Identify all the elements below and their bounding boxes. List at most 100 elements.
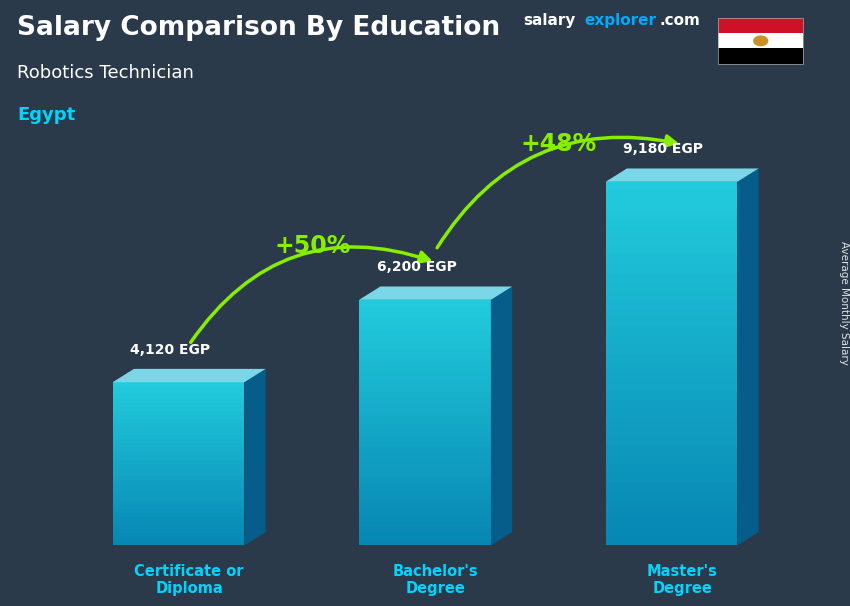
Bar [718, 33, 803, 48]
Bar [605, 245, 737, 255]
Bar [112, 508, 244, 513]
Bar [605, 264, 737, 273]
Text: Egypt: Egypt [17, 106, 76, 124]
Bar [112, 496, 244, 501]
Bar [605, 400, 737, 409]
Circle shape [753, 35, 768, 46]
Bar [605, 191, 737, 200]
Polygon shape [112, 369, 265, 382]
Bar [605, 345, 737, 355]
Bar [112, 427, 244, 431]
Polygon shape [737, 168, 759, 545]
Bar [112, 541, 244, 545]
Bar [359, 306, 490, 312]
Bar [112, 419, 244, 423]
Bar [605, 309, 737, 318]
Bar [359, 361, 490, 367]
Bar [605, 391, 737, 400]
Bar [112, 538, 244, 541]
Bar [112, 501, 244, 505]
Bar [605, 291, 737, 300]
Text: Certificate or
Diploma: Certificate or Diploma [134, 564, 244, 596]
Bar [359, 478, 490, 484]
Bar [359, 337, 490, 343]
Bar [112, 505, 244, 508]
Bar [359, 508, 490, 514]
Bar [605, 454, 737, 464]
Bar [112, 447, 244, 451]
Bar [359, 539, 490, 545]
Bar [112, 476, 244, 480]
Bar [359, 447, 490, 453]
Bar [112, 456, 244, 460]
Bar [605, 445, 737, 454]
Bar [112, 525, 244, 529]
Text: Robotics Technician: Robotics Technician [17, 64, 194, 82]
Bar [112, 395, 244, 399]
Bar [605, 473, 737, 482]
Bar [112, 407, 244, 411]
Bar [359, 533, 490, 539]
Bar [605, 518, 737, 527]
Text: Salary Comparison By Education: Salary Comparison By Education [17, 15, 500, 41]
Bar [605, 482, 737, 491]
Bar [605, 500, 737, 509]
Bar [359, 453, 490, 459]
Bar [359, 422, 490, 429]
Bar [605, 355, 737, 364]
Bar [605, 373, 737, 382]
Bar [359, 373, 490, 379]
Bar [359, 484, 490, 490]
Bar [359, 471, 490, 478]
Bar [112, 468, 244, 472]
Polygon shape [490, 287, 512, 545]
Bar [605, 200, 737, 209]
Bar [359, 502, 490, 508]
Bar [112, 460, 244, 464]
Bar [605, 491, 737, 500]
Bar [359, 324, 490, 330]
Bar [112, 521, 244, 525]
Bar [359, 379, 490, 386]
Bar [359, 404, 490, 410]
Bar [112, 513, 244, 517]
Bar [605, 364, 737, 373]
Text: explorer: explorer [585, 13, 657, 28]
Bar [359, 410, 490, 416]
Bar [359, 330, 490, 337]
Bar [605, 436, 737, 445]
Bar [112, 386, 244, 390]
Text: Bachelor's
Degree: Bachelor's Degree [393, 564, 479, 596]
Bar [112, 492, 244, 496]
Bar [112, 399, 244, 402]
Bar [718, 18, 803, 33]
Bar [718, 48, 803, 64]
Bar [605, 427, 737, 436]
Bar [112, 488, 244, 492]
Text: +50%: +50% [275, 234, 350, 258]
Bar [605, 536, 737, 545]
Bar [605, 282, 737, 291]
Bar [605, 218, 737, 227]
Text: salary: salary [523, 13, 575, 28]
Bar [718, 18, 803, 64]
Bar [359, 300, 490, 306]
Bar [605, 327, 737, 336]
Bar [359, 355, 490, 361]
Bar [359, 459, 490, 465]
Bar [605, 464, 737, 473]
Bar [112, 533, 244, 538]
Bar [112, 411, 244, 415]
Text: Average Monthly Salary: Average Monthly Salary [839, 241, 849, 365]
Bar [359, 441, 490, 447]
Bar [112, 423, 244, 427]
Text: 4,120 EGP: 4,120 EGP [130, 343, 210, 357]
Bar [359, 398, 490, 404]
Bar [359, 392, 490, 398]
Bar [605, 300, 737, 309]
Bar [112, 517, 244, 521]
Bar [605, 236, 737, 245]
Bar [605, 382, 737, 391]
Bar [112, 451, 244, 456]
Bar [359, 367, 490, 373]
